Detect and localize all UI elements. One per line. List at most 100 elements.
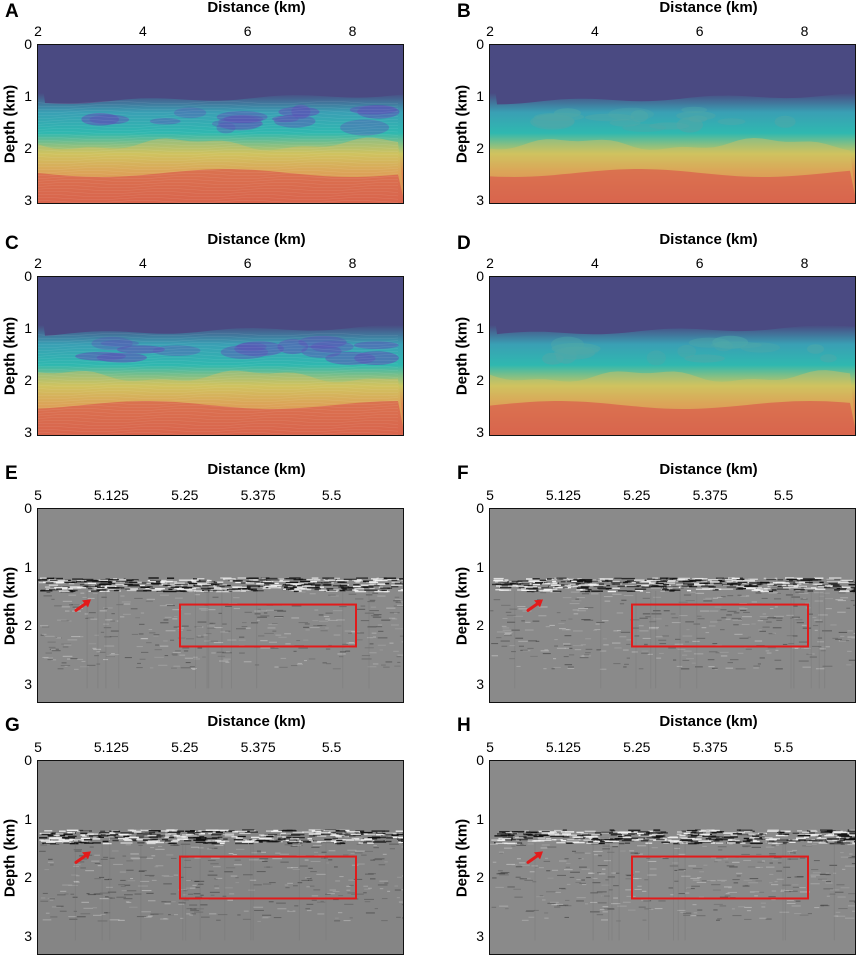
reflector-event [119, 834, 128, 837]
velocity-anomaly [236, 342, 267, 351]
subsurface-event [372, 663, 379, 665]
deep-layer [490, 169, 855, 203]
subsurface-event [367, 666, 377, 668]
reflector-event [755, 834, 763, 836]
subsurface-event [378, 630, 384, 632]
subsurface-event [60, 890, 67, 892]
subsurface-event [325, 618, 331, 620]
reflector-event [287, 585, 293, 588]
subsurface-event [732, 879, 740, 881]
subsurface-event [324, 857, 328, 859]
subsurface-event [600, 895, 605, 897]
reflector-event [539, 579, 547, 582]
subsurface-event [71, 874, 78, 876]
subsurface-event [370, 615, 379, 617]
subsurface-event [599, 909, 605, 911]
layer-line [38, 188, 399, 192]
reflector-event [778, 833, 783, 835]
subsurface-event [136, 916, 147, 918]
reflector-event [579, 579, 593, 581]
reflector-event [819, 581, 824, 584]
velocity-anomaly [357, 105, 400, 119]
reflector-event [747, 587, 756, 589]
subsurface-event [500, 640, 510, 642]
subsurface-event [502, 629, 512, 631]
reflector-event [165, 841, 179, 843]
subsurface-event [592, 882, 601, 884]
reflector-event [505, 832, 514, 834]
reflector-event [566, 586, 575, 588]
subsurface-event [620, 631, 631, 633]
subsurface-event [101, 596, 107, 598]
subsurface-event [810, 876, 816, 878]
subsurface-event [284, 844, 293, 846]
subsurface-event [370, 878, 376, 880]
subsurface-event [523, 877, 531, 879]
subsurface-event [849, 900, 855, 902]
reflector-event [726, 586, 738, 588]
subsurface-event [136, 646, 143, 648]
reflector-event [628, 581, 636, 584]
subsurface-event [659, 652, 664, 654]
subsurface-event [592, 877, 598, 879]
vertical-streak [224, 842, 226, 941]
subsurface-event [505, 611, 512, 613]
subsurface-event [43, 595, 52, 597]
reflector-event [168, 832, 177, 834]
vertical-streak [677, 842, 679, 941]
reflector-event [815, 588, 826, 590]
reflector-event [855, 584, 856, 585]
subsurface-event [739, 608, 748, 610]
subsurface-event [225, 605, 233, 607]
subsurface-event [214, 887, 220, 889]
reflector-event [775, 841, 788, 843]
subsurface-event [254, 610, 261, 612]
reflector-event [330, 834, 339, 836]
reflector-event [288, 839, 298, 841]
reflector-event [568, 578, 574, 581]
subsurface-event [639, 630, 649, 632]
subsurface-event [617, 905, 627, 907]
reflector-event [68, 588, 73, 590]
reflector-event [246, 585, 261, 587]
subsurface-event [504, 635, 512, 637]
subsurface-event [319, 620, 329, 622]
subsurface-event [103, 607, 113, 609]
reflector-event [286, 588, 295, 590]
subsurface-event [588, 872, 594, 874]
x-tick-label: 5.25 [171, 487, 199, 503]
reflector-event [669, 836, 678, 838]
reflector-event [39, 837, 48, 839]
reflector-event [193, 833, 199, 835]
subsurface-event [159, 645, 169, 647]
reflector-event [237, 577, 249, 579]
reflector-event [181, 587, 193, 589]
subsurface-event [172, 609, 182, 611]
subsurface-event [581, 879, 585, 881]
subsurface-event [792, 617, 799, 619]
vertical-streak [784, 842, 786, 941]
reflector-event [377, 583, 386, 585]
reflector-event [92, 580, 104, 583]
reflector-event [653, 582, 667, 584]
subsurface-event [596, 891, 607, 893]
subsurface-event [379, 649, 383, 651]
subsurface-event [178, 903, 185, 905]
vertical-streak [608, 842, 610, 941]
panel-c: C Distance (km) Depth (km) 2 4 6 8 0 1 2 3 [0, 232, 420, 446]
subsurface-event [242, 622, 247, 624]
subsurface-event [597, 872, 602, 874]
subsurface-event [394, 596, 400, 598]
reflector-event [40, 590, 53, 592]
reflector-event [498, 837, 512, 840]
reflector-event [158, 580, 173, 583]
subsurface-event [385, 661, 393, 663]
subsurface-event [377, 644, 386, 646]
subsurface-event [109, 919, 120, 921]
reflector-event [721, 588, 734, 590]
subsurface-event [772, 632, 776, 634]
subsurface-event [325, 893, 331, 895]
reflector-event [374, 590, 389, 593]
reflector-event [824, 586, 838, 589]
y-tick-label: 2 [24, 869, 32, 885]
